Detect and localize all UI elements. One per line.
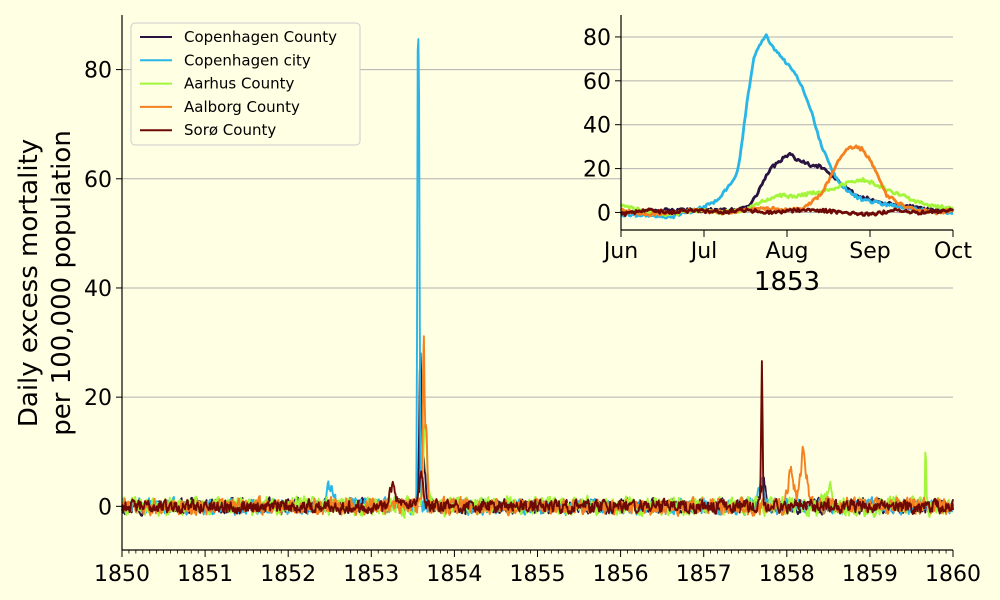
main-x-tick-label: 1860 <box>925 562 981 587</box>
legend: Copenhagen County Copenhagen city Aarhus C… <box>130 22 361 146</box>
inset-chart: Jun Jul Aug Sep Oct 0 20 40 60 80 1853 <box>583 15 972 297</box>
legend-label: Copenhagen County <box>184 28 337 46</box>
y-axis-label-line1: Daily excess mortality <box>14 139 44 427</box>
main-y-tick-label: 40 <box>84 277 112 302</box>
main-x-ticks: 1850 1851 1852 1853 1854 1855 1856 1857 1858 1859… <box>94 550 981 587</box>
inset-series-lines <box>619 33 955 220</box>
inset-x-tick-label: Oct <box>934 239 972 264</box>
main-series-lines <box>121 38 954 519</box>
inset-y-tick-label: 0 <box>597 201 611 226</box>
main-x-tick-label: 1857 <box>676 562 732 587</box>
main-x-tick-label: 1853 <box>343 562 399 587</box>
inset-y-ticks: 0 20 40 60 80 <box>583 26 621 226</box>
main-x-tick-label: 1851 <box>177 562 233 587</box>
main-x-tick-label: 1855 <box>510 562 566 587</box>
main-y-tick-label: 20 <box>84 386 112 411</box>
inset-x-axis-label: 1853 <box>754 267 820 297</box>
inset-x-tick-label: Sep <box>849 239 890 264</box>
main-y-ticks: 0 20 40 60 80 <box>84 59 122 520</box>
inset-y-tick-label: 60 <box>583 70 611 95</box>
inset-x-tick-label: Aug <box>766 239 809 264</box>
inset-series-line <box>620 207 954 218</box>
main-y-tick-label: 0 <box>98 495 112 520</box>
main-x-tick-label: 1856 <box>593 562 649 587</box>
main-x-tick-label: 1854 <box>426 562 482 587</box>
main-y-tick-label: 80 <box>84 59 112 84</box>
y-axis-label-line2: per 100,000 population <box>47 130 77 436</box>
main-chart: 1850 1851 1852 1853 1854 1855 1856 1857 1858 1859… <box>14 15 981 587</box>
main-x-tick-label: 1850 <box>94 562 150 587</box>
main-x-tick-label: 1858 <box>759 562 815 587</box>
legend-label: Sorø County <box>184 121 276 139</box>
main-y-tick-label: 60 <box>84 168 112 193</box>
main-x-tick-label: 1852 <box>260 562 316 587</box>
inset-x-tick-label: Jun <box>602 239 638 264</box>
legend-label: Aalborg County <box>184 98 300 116</box>
main-series-line <box>121 360 954 516</box>
inset-x-ticks: Jun Jul Aug Sep Oct <box>602 230 972 264</box>
legend-label: Copenhagen city <box>184 51 311 69</box>
inset-x-tick-label: Jul <box>689 239 718 264</box>
inset-y-tick-label: 20 <box>583 158 611 183</box>
inset-y-tick-label: 80 <box>583 26 611 51</box>
legend-box <box>130 22 361 146</box>
inset-y-tick-label: 40 <box>583 114 611 139</box>
main-x-tick-label: 1859 <box>842 562 898 587</box>
legend-label: Aarhus County <box>184 75 294 93</box>
